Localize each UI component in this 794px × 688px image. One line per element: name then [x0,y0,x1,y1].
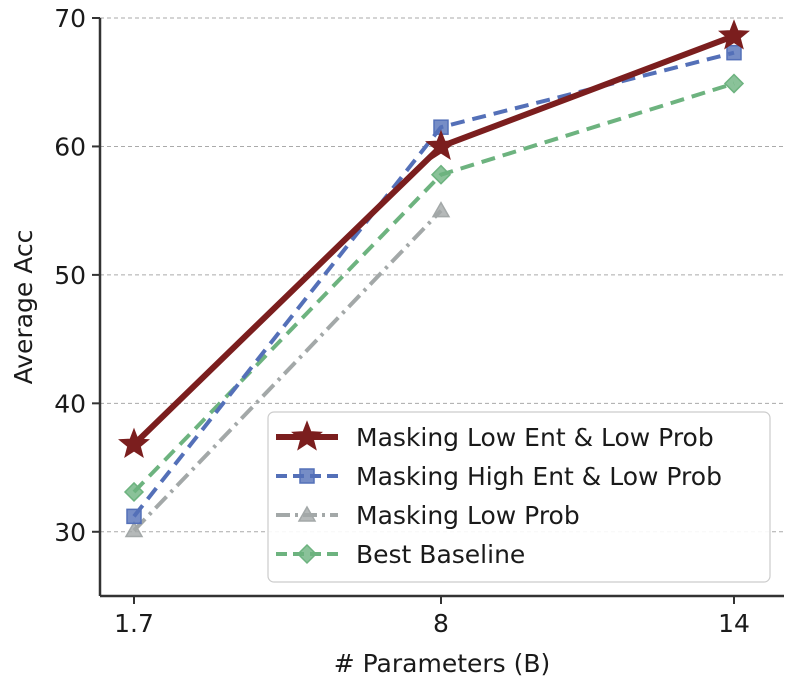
legend-item-masking-high-ent-low-prob: Masking High Ent & Low Prob [276,462,722,491]
legend-marker-masking-low-ent-low-prob [291,420,323,451]
legend-item-masking-low-prob: Masking Low Prob [276,501,580,530]
point-masking-low-ent-low-prob-2 [718,19,750,50]
legend-label-masking-low-ent-low-prob: Masking Low Ent & Low Prob [356,423,714,452]
series-masking-low-ent-low-prob [118,19,750,459]
y-tick-label-30: 30 [54,518,86,547]
y-tick-label-70: 70 [54,4,86,33]
legend-label-best-baseline: Best Baseline [356,540,525,569]
point-best-baseline-2 [723,73,745,94]
legend-label-masking-low-prob: Masking Low Prob [356,501,580,530]
point-masking-low-ent-low-prob-1 [425,129,457,161]
x-tick-label-2: 14 [718,609,750,638]
y-tick-label-40: 40 [54,389,86,418]
series-layer [118,19,750,538]
point-masking-low-prob-1 [431,201,451,218]
legend-box [267,411,771,583]
legend-marker-masking-low-prob [297,505,317,522]
point-masking-high-ent-low-prob-2 [726,44,742,61]
y-ticks: 30 40 50 60 70 [54,4,100,547]
point-best-baseline-1 [430,164,452,185]
legend-item-masking-low-ent-low-prob: Masking Low Ent & Low Prob [276,420,714,452]
x-axis-title: # Parameters (B) [334,649,551,678]
legend: Masking Low Ent & Low Prob Masking High E… [267,411,771,583]
point-masking-low-ent-low-prob-0 [118,427,150,459]
legend-item-best-baseline: Best Baseline [276,540,525,569]
y-axis-title: Average Acc [9,230,38,385]
series-best-baseline [123,73,745,503]
legend-marker-best-baseline [296,543,318,565]
legend-marker-masking-high-ent-low-prob [299,468,315,484]
point-masking-low-prob-0 [124,520,144,538]
legend-label-masking-high-ent-low-prob: Masking High Ent & Low Prob [356,462,722,491]
series-masking-high-ent-low-prob [126,44,742,525]
x-ticks: 1.7 8 14 [114,596,750,638]
y-tick-label-50: 50 [54,261,86,290]
y-tick-label-60: 60 [54,132,86,161]
series-masking-low-prob [124,201,451,538]
series-line-masking-low-ent-low-prob [131,32,737,448]
x-tick-label-0: 1.7 [114,609,154,638]
point-masking-high-ent-low-prob-0 [126,508,142,525]
point-best-baseline-0 [123,481,145,503]
series-line-masking-low-prob [132,209,443,532]
x-tick-label-1: 8 [433,609,449,638]
